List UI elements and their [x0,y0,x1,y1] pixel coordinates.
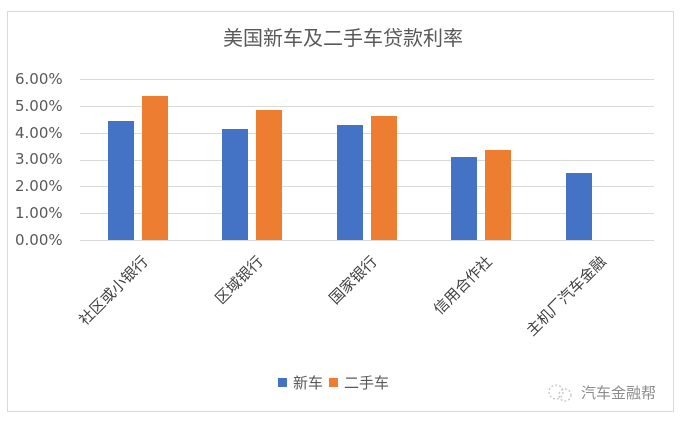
bar-used [256,109,282,240]
bar-new [565,173,592,240]
wechat-icon [548,383,572,402]
gridline [80,160,654,161]
bar-used [370,115,397,240]
y-tick: 1.00% [15,204,63,222]
legend-swatch-icon [278,378,287,387]
bar-new [336,124,363,240]
bar-used [141,95,168,240]
gridline [80,79,654,80]
y-tick: 3.00% [15,150,63,168]
y-tick: 0.00% [15,231,63,249]
legend-label: 二手车 [344,374,390,392]
bar-new [451,156,477,240]
watermark: 汽车金融帮 [545,382,656,403]
watermark-text: 汽车金融帮 [581,384,657,402]
gridline [80,186,654,187]
bar-new [222,128,248,240]
legend-label: 新车 [293,374,324,392]
legend-item-new: 新车 [278,372,323,393]
legend-item-used: 二手车 [329,372,389,393]
legend-swatch-icon [329,378,339,387]
legend: 新车 二手车 [278,372,395,393]
plot-area [80,79,654,241]
y-tick: 6.00% [15,70,63,88]
y-tick: 2.00% [15,177,63,195]
gridline [80,133,654,134]
chart-title: 美国新车及二手车贷款利率 [223,26,463,50]
bar-new [107,120,134,240]
gridline [80,106,654,107]
y-tick: 4.00% [15,124,63,142]
gridline [80,213,654,214]
bar-used [485,149,511,240]
y-tick: 5.00% [15,97,63,115]
gridline [80,240,654,241]
